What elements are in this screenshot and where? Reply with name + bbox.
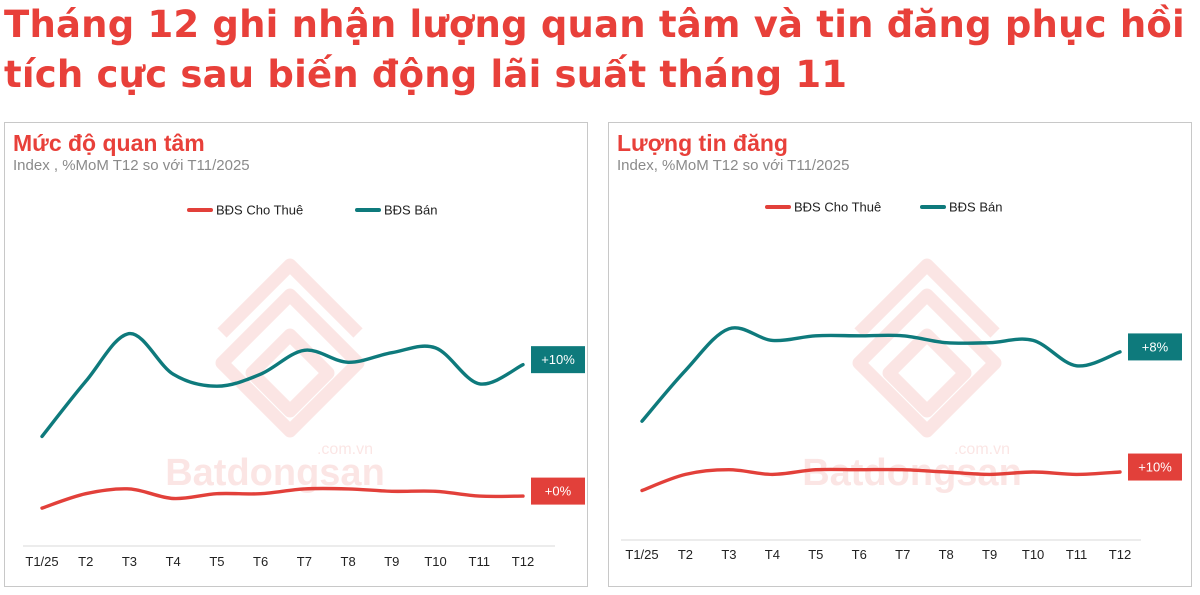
x-tick-label: T4 (166, 554, 181, 569)
x-tick-label: T11 (469, 554, 490, 569)
series-line (640, 467, 1122, 493)
legend-label: BĐS Cho Thuê (794, 200, 881, 215)
x-tick-label: T1/25 (25, 554, 58, 569)
end-value-label: +10% (1128, 453, 1182, 481)
x-tick-label: T7 (895, 547, 910, 562)
x-tick-label: T10 (1022, 547, 1044, 562)
end-value-badge (531, 477, 585, 505)
x-tick-label: T6 (852, 547, 867, 562)
chart-title: Mức độ quan tâm (13, 130, 205, 156)
chart-panel-listings: Lượng tin đăng Index, %MoM T12 so với T1… (608, 122, 1192, 587)
series-line (640, 326, 1122, 423)
x-tick-label: T1/25 (625, 547, 658, 562)
batdongsan-logo-icon (215, 258, 365, 438)
end-value-badge (1128, 333, 1182, 361)
x-tick-label: T11 (1066, 547, 1087, 562)
legend-item: BĐS Cho Thuê (765, 200, 881, 215)
x-tick-label: T9 (982, 547, 997, 562)
legend-item: BĐS Bán (920, 200, 1002, 215)
end-value-badge (1128, 453, 1182, 481)
watermark-brand: Batdongsan (165, 452, 385, 494)
watermark-domain: .com.vn (954, 441, 1010, 458)
end-value-label: +0% (531, 477, 585, 505)
x-tick-label: T8 (939, 547, 954, 562)
chart-title: Lượng tin đăng (617, 130, 788, 156)
x-tick-label: T12 (1109, 547, 1131, 562)
x-tick-label: T12 (512, 554, 534, 569)
chart-panel-interest: Mức độ quan tâm Index , %MoM T12 so với … (4, 122, 588, 587)
chart-subtitle: Index , %MoM T12 so với T11/2025 (13, 157, 250, 174)
end-value-text: +8% (1142, 339, 1169, 354)
x-tick-label: T2 (678, 547, 693, 562)
x-tick-label: T4 (765, 547, 780, 562)
x-tick-label: T2 (78, 554, 93, 569)
x-tick-label: T9 (384, 554, 399, 569)
x-tick-label: T10 (424, 554, 446, 569)
legend: BĐS Cho Thuê BĐS Bán (765, 200, 1002, 215)
end-value-badge (531, 346, 585, 374)
x-tick-label: T3 (122, 554, 137, 569)
end-value-label: +8% (1128, 333, 1182, 361)
end-value-label: +10% (531, 346, 585, 374)
x-tick-label: T7 (297, 554, 312, 569)
end-value-text: +10% (541, 352, 575, 367)
x-tick-label: T5 (209, 554, 224, 569)
series-line (40, 331, 525, 439)
batdongsan-logo-icon (852, 258, 1002, 438)
legend-label: BĐS Bán (384, 203, 437, 218)
legend-item: BĐS Cho Thuê (187, 203, 303, 218)
x-tick-label: T3 (721, 547, 736, 562)
series-line (40, 486, 525, 510)
x-tick-label: T8 (341, 554, 356, 569)
legend-label: BĐS Cho Thuê (216, 203, 303, 218)
headline: Tháng 12 ghi nhận lượng quan tâm và tin … (4, 3, 1185, 96)
legend-label: BĐS Bán (949, 200, 1002, 215)
end-value-text: +0% (545, 484, 572, 499)
legend-item: BĐS Bán (355, 203, 437, 218)
watermark-domain: .com.vn (317, 441, 373, 458)
chart-subtitle: Index, %MoM T12 so với T11/2025 (617, 157, 850, 174)
end-value-text: +10% (1138, 460, 1172, 475)
legend: BĐS Cho Thuê BĐS Bán (187, 203, 437, 218)
x-tick-label: T5 (808, 547, 823, 562)
x-tick-label: T6 (253, 554, 268, 569)
